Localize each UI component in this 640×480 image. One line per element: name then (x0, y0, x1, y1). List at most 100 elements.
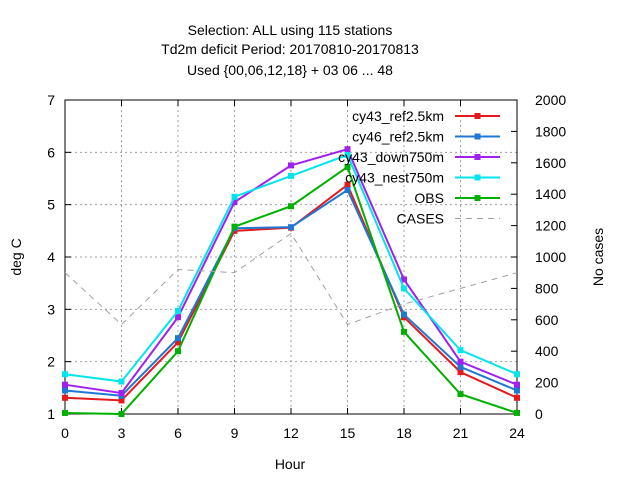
data-point (288, 224, 294, 231)
data-point (175, 314, 181, 321)
data-point (288, 172, 294, 179)
data-point (401, 285, 407, 292)
legend-marker (474, 174, 481, 181)
series-cy46_ref2.5km (62, 187, 520, 399)
legend-marker (474, 133, 481, 140)
y2-tick-label: 200 (535, 375, 559, 391)
data-point (231, 223, 238, 230)
x-tick-label: 9 (231, 425, 239, 441)
chart-title: Selection: ALL using 115 stations Td2m d… (161, 22, 419, 78)
x-tick-label: 18 (396, 425, 412, 441)
series-line (64, 153, 518, 383)
data-point (514, 387, 520, 394)
data-point (175, 348, 181, 355)
data-point (118, 411, 125, 417)
y2-tick-label: 1400 (535, 186, 566, 202)
title-line-2: Td2m deficit Period: 20170810-20170813 (161, 41, 419, 57)
x-tick-label: 0 (61, 425, 69, 441)
data-point (288, 203, 294, 210)
axis-ticks: 0 3 6 9 12 15 18 21 2412345670200400600800100012… (47, 92, 566, 441)
data-point (457, 347, 464, 354)
series-cy43_down750m (62, 146, 520, 397)
data-point (457, 358, 464, 365)
legend-item: cy43_ref2.5km (352, 108, 500, 124)
y2-tick-label: 0 (535, 406, 543, 422)
x-axis-label: Hour (275, 456, 306, 472)
legend-item: OBS (414, 190, 500, 206)
legend-label: OBS (414, 190, 444, 206)
y-tick-label: 5 (47, 197, 55, 213)
data-point (344, 146, 351, 153)
data-point (62, 381, 68, 388)
data-point (288, 162, 294, 169)
y2-tick-label: 1800 (535, 123, 566, 139)
data-point (175, 307, 181, 314)
data-point (401, 328, 407, 335)
legend-item: cy43_down750m (338, 149, 500, 165)
x-tick-label: 21 (453, 425, 469, 441)
y-tick-label: 1 (47, 406, 55, 422)
series-OBS (62, 163, 520, 417)
y-tick-label: 6 (47, 144, 55, 160)
data-point (62, 394, 68, 401)
y-tick-label: 7 (47, 92, 55, 108)
data-point (175, 335, 181, 342)
y2-tick-label: 1200 (535, 218, 566, 234)
data-point (231, 193, 238, 200)
series-cy43_nest750m (62, 151, 520, 385)
data-point (514, 394, 520, 401)
legend-item: cy46_ref2.5km (352, 129, 500, 145)
legend-marker (474, 195, 481, 201)
series-group (62, 146, 520, 417)
x-tick-label: 24 (509, 425, 525, 441)
y-tick-label: 3 (47, 301, 55, 317)
legend-label: CASES (397, 211, 444, 227)
data-point (514, 381, 520, 388)
legend-marker (474, 154, 481, 160)
data-point (514, 409, 520, 416)
y2-tick-label: 800 (535, 280, 559, 296)
data-point (231, 199, 238, 206)
data-point (118, 378, 125, 385)
data-point (118, 390, 125, 397)
legend-label: cy43_down750m (338, 149, 444, 165)
series-line (64, 232, 518, 326)
y-tick-label: 2 (47, 354, 55, 370)
legend-label: cy46_ref2.5km (352, 129, 444, 145)
data-point (344, 151, 351, 158)
y-tick-label: 4 (47, 249, 55, 265)
data-point (457, 363, 464, 370)
y2-tick-label: 1600 (535, 155, 566, 171)
data-point (62, 371, 68, 378)
y2-axis-label: No cases (590, 228, 606, 286)
legend-item: CASES (397, 211, 500, 227)
data-point (175, 339, 181, 346)
legend-item: cy43_nest750m (345, 170, 500, 186)
data-point (344, 163, 351, 170)
y2-tick-label: 400 (535, 343, 559, 359)
y2-tick-label: 2000 (535, 92, 566, 108)
data-point (344, 187, 351, 194)
y2-tick-label: 1000 (535, 249, 566, 265)
data-point (457, 369, 464, 376)
x-tick-label: 3 (118, 425, 126, 441)
title-line-3: Used {00,06,12,18} + 03 06 ... 48 (187, 62, 393, 78)
title-line-1: Selection: ALL using 115 stations (188, 22, 393, 38)
legend-label: cy43_ref2.5km (352, 108, 444, 124)
y2-tick-label: 600 (535, 312, 559, 328)
data-point (514, 371, 520, 378)
legend-marker (474, 113, 481, 119)
data-point (62, 387, 68, 394)
data-point (344, 181, 351, 188)
data-point (401, 311, 407, 318)
x-tick-label: 12 (283, 425, 299, 441)
data-point (401, 276, 407, 283)
legend: cy43_ref2.5km cy46_ref2.5km cy43_down750mc… (338, 108, 500, 227)
legend-label: cy43_nest750m (345, 170, 444, 186)
y-axis-label: deg C (8, 238, 24, 275)
series-CASES (64, 232, 518, 326)
data-point (62, 409, 68, 416)
x-tick-label: 15 (340, 425, 356, 441)
data-point (118, 397, 125, 404)
